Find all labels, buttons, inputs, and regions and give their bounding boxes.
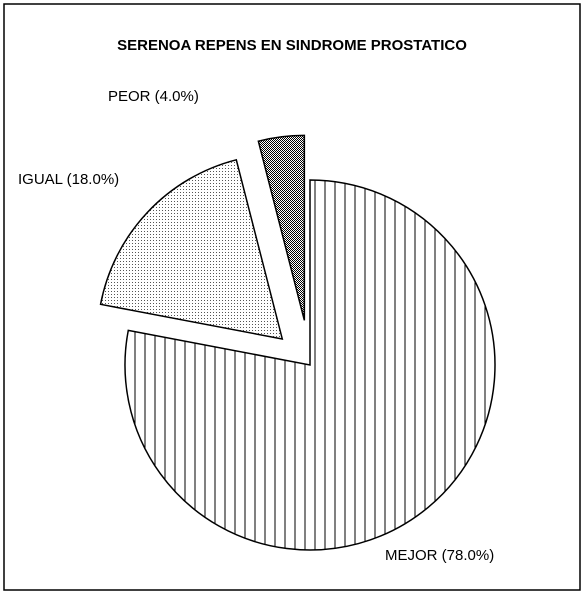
pie-slice — [257, 134, 306, 321]
slice-label: PEOR (4.0%) — [108, 88, 199, 105]
slice-label: IGUAL (18.0%) — [18, 171, 119, 188]
pie-slice — [124, 179, 496, 551]
slice-label: MEJOR (78.0%) — [385, 547, 494, 564]
frame — [3, 3, 581, 591]
pie-slice — [99, 158, 284, 340]
chart-title: SERENOA REPENS EN SINDROME PROSTATICO — [117, 37, 467, 54]
